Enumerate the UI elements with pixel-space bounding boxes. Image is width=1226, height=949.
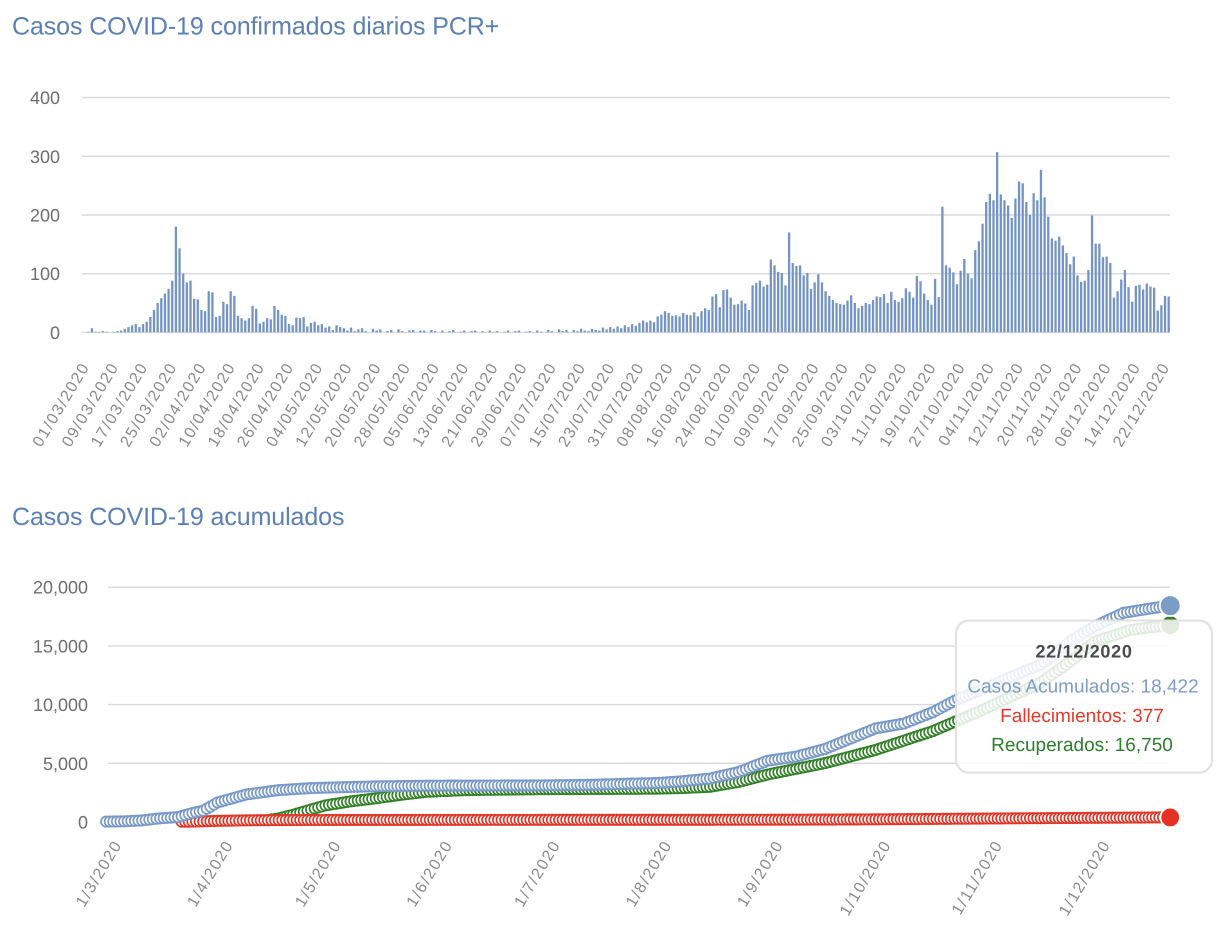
svg-text:400: 400 bbox=[30, 88, 60, 108]
svg-text:22/12/2020: 22/12/2020 bbox=[1035, 642, 1132, 662]
svg-text:Casos COVID-19 acumulados: Casos COVID-19 acumulados bbox=[12, 503, 344, 531]
svg-text:10,000: 10,000 bbox=[33, 695, 88, 715]
svg-text:5,000: 5,000 bbox=[43, 754, 88, 774]
svg-text:Casos Acumulados: 18,422: Casos Acumulados: 18,422 bbox=[967, 677, 1198, 698]
svg-text:0: 0 bbox=[50, 323, 60, 343]
svg-text:Recuperados: 16,750: Recuperados: 16,750 bbox=[991, 735, 1173, 756]
svg-text:Casos COVID-19 confirmados dia: Casos COVID-19 confirmados diarios PCR+ bbox=[12, 12, 499, 40]
svg-text:100: 100 bbox=[30, 264, 60, 284]
svg-text:300: 300 bbox=[30, 147, 60, 167]
svg-text:Fallecimientos: 377: Fallecimientos: 377 bbox=[1000, 706, 1164, 727]
svg-text:200: 200 bbox=[30, 206, 60, 226]
svg-text:15,000: 15,000 bbox=[33, 636, 88, 656]
svg-text:0: 0 bbox=[78, 813, 88, 833]
svg-text:20,000: 20,000 bbox=[33, 578, 88, 598]
